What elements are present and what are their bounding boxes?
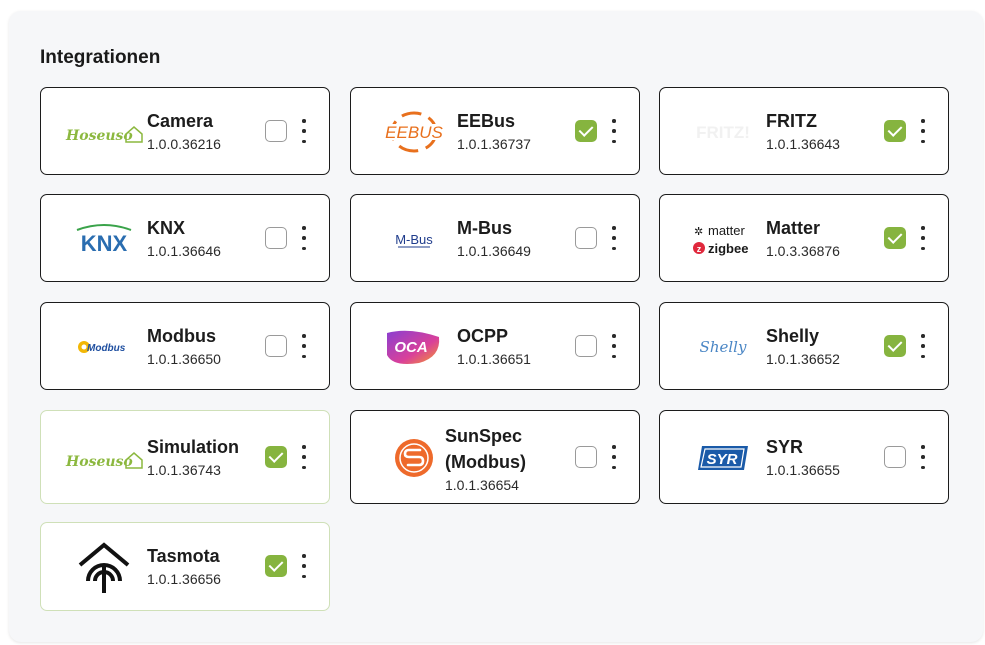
- integration-card-matter[interactable]: ✲ matter z zigbee Matter 1.0.3.36876: [659, 194, 949, 282]
- enable-checkbox[interactable]: [265, 120, 287, 142]
- enable-checkbox[interactable]: [265, 446, 287, 468]
- enable-checkbox[interactable]: [884, 120, 906, 142]
- more-menu-icon[interactable]: [915, 334, 931, 358]
- more-menu-icon[interactable]: [296, 334, 312, 358]
- enable-checkbox[interactable]: [575, 446, 597, 468]
- integration-card-camera[interactable]: Hoseuso Camera 1.0.0.36216: [40, 87, 330, 175]
- oca-logo: OCA: [371, 319, 457, 375]
- enable-checkbox[interactable]: [265, 555, 287, 577]
- integration-name: Tasmota: [147, 546, 220, 566]
- svg-text:FRITZ!: FRITZ!: [696, 123, 750, 142]
- more-menu-icon[interactable]: [915, 119, 931, 143]
- integration-card-fritz[interactable]: FRITZ! FRITZ 1.0.1.36643: [659, 87, 949, 175]
- knx-logo: KNX: [61, 211, 147, 267]
- integration-name: EEBus: [457, 111, 516, 131]
- sunspec-logo: [371, 430, 457, 486]
- integration-version: 1.0.1.36743: [147, 462, 221, 478]
- shelly-logo: Shelly: [680, 319, 766, 375]
- svg-text:SYR: SYR: [707, 451, 738, 468]
- integration-name: Shelly: [766, 326, 820, 346]
- enable-checkbox[interactable]: [575, 120, 597, 142]
- more-menu-icon[interactable]: [606, 445, 622, 469]
- more-menu-icon[interactable]: [296, 554, 312, 578]
- more-menu-icon[interactable]: [606, 334, 622, 358]
- integration-name: M-Bus: [457, 218, 512, 238]
- fritz-logo: FRITZ!: [680, 104, 766, 160]
- svg-text:matter: matter: [708, 223, 746, 238]
- integration-name: SYR: [766, 437, 804, 457]
- enable-checkbox[interactable]: [265, 227, 287, 249]
- integration-version: 1.0.1.36656: [147, 571, 221, 587]
- integration-card-mbus[interactable]: M-Bus M-Bus 1.0.1.36649: [350, 194, 640, 282]
- more-menu-icon[interactable]: [606, 119, 622, 143]
- more-menu-icon[interactable]: [296, 119, 312, 143]
- svg-text:KNX: KNX: [81, 231, 128, 256]
- integration-card-sunspec[interactable]: SunSpec (Modbus) 1.0.1.36654: [350, 410, 640, 504]
- integration-card-modbus[interactable]: Modbus Modbus 1.0.1.36650: [40, 302, 330, 390]
- integration-card-tasmota[interactable]: Tasmota 1.0.1.36656: [40, 522, 330, 611]
- svg-text:✲: ✲: [694, 226, 703, 238]
- section-title: Integrationen: [40, 47, 161, 68]
- integration-version: 1.0.1.36643: [766, 136, 840, 152]
- svg-text:Hoseuso: Hoseuso: [65, 128, 133, 144]
- integration-name: FRITZ: [766, 111, 817, 131]
- eebus-logo: EEBUS: [371, 104, 457, 160]
- integration-card-eebus[interactable]: EEBUS EEBus 1.0.1.36737: [350, 87, 640, 175]
- enable-checkbox[interactable]: [884, 335, 906, 357]
- enable-checkbox[interactable]: [575, 335, 597, 357]
- modbus-logo: Modbus: [61, 319, 147, 375]
- syr-logo: SYR: [680, 430, 766, 486]
- integration-version: 1.0.1.36649: [457, 243, 531, 259]
- integration-card-shelly[interactable]: Shelly Shelly 1.0.1.36652: [659, 302, 949, 390]
- svg-text:OCA: OCA: [394, 339, 427, 356]
- enable-checkbox[interactable]: [265, 335, 287, 357]
- more-menu-icon[interactable]: [606, 226, 622, 250]
- integration-version: 1.0.1.36655: [766, 462, 840, 478]
- integration-card-simulation[interactable]: Hoseuso Simulation 1.0.1.36743: [40, 410, 330, 504]
- integration-version: 1.0.3.36876: [766, 243, 840, 259]
- svg-text:EEBUS: EEBUS: [385, 123, 443, 142]
- integration-version: 1.0.1.36651: [457, 351, 531, 367]
- enable-checkbox[interactable]: [884, 227, 906, 249]
- integration-name: Modbus: [147, 326, 216, 346]
- svg-text:M-Bus: M-Bus: [395, 232, 433, 247]
- integration-name: SunSpec (Modbus): [445, 426, 526, 472]
- svg-text:Modbus: Modbus: [87, 343, 126, 354]
- svg-text:zigbee: zigbee: [708, 241, 748, 256]
- more-menu-icon[interactable]: [296, 445, 312, 469]
- matter-zigbee-logo: ✲ matter z zigbee: [680, 211, 766, 267]
- more-menu-icon[interactable]: [915, 445, 931, 469]
- hoseuso-logo: Hoseuso: [61, 104, 147, 160]
- enable-checkbox[interactable]: [575, 227, 597, 249]
- integration-card-ocpp[interactable]: OCA OCPP 1.0.1.36651: [350, 302, 640, 390]
- integration-name: KNX: [147, 218, 186, 238]
- integration-card-syr[interactable]: SYR SYR 1.0.1.36655: [659, 410, 949, 504]
- svg-text:Hoseuso: Hoseuso: [65, 454, 133, 470]
- integration-name: Camera: [147, 111, 214, 131]
- integration-name: OCPP: [457, 326, 509, 346]
- integration-version: 1.0.1.36650: [147, 351, 221, 367]
- svg-text:z: z: [697, 244, 702, 254]
- svg-text:Shelly: Shelly: [700, 338, 747, 356]
- more-menu-icon[interactable]: [915, 226, 931, 250]
- integration-card-knx[interactable]: KNX KNX 1.0.1.36646: [40, 194, 330, 282]
- integration-version: 1.0.1.36654: [445, 477, 519, 493]
- integration-version: 1.0.1.36737: [457, 136, 531, 152]
- integration-version: 1.0.0.36216: [147, 136, 221, 152]
- integration-version: 1.0.1.36646: [147, 243, 221, 259]
- tasmota-logo: [61, 539, 147, 595]
- mbus-logo: M-Bus: [371, 211, 457, 267]
- more-menu-icon[interactable]: [296, 226, 312, 250]
- hoseuso-logo: Hoseuso: [61, 430, 147, 486]
- integration-version: 1.0.1.36652: [766, 351, 840, 367]
- integration-name: Simulation: [147, 437, 240, 457]
- enable-checkbox[interactable]: [884, 446, 906, 468]
- integration-name: Matter: [766, 218, 821, 238]
